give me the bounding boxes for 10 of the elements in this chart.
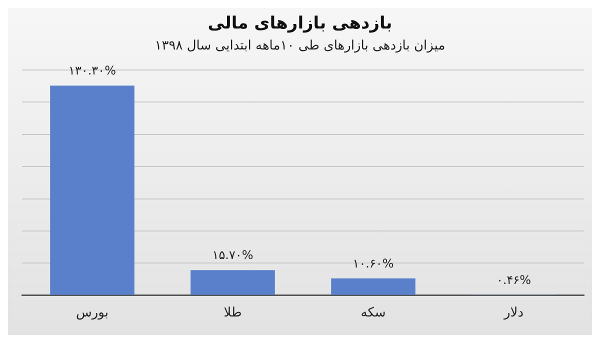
chart-subtitle: میزان بازدهی بازارهای طی ۱۰ماهه ابتدایی سال ۱۳۹۸ <box>154 38 446 54</box>
x-tick-label: بورس <box>76 306 108 321</box>
data-label: ۰.۴۶% <box>496 272 532 287</box>
x-tick-label: طلا <box>224 306 242 321</box>
chart-title: بازدهی بازارهای مالی <box>208 14 392 34</box>
data-label: ۱۰.۶۰% <box>352 256 394 270</box>
x-tick-label: سکه <box>360 306 386 321</box>
data-label: ۱۵.۷۰% <box>212 248 254 262</box>
data-label: ۱۳۰.۳۰% <box>68 64 116 78</box>
x-tick-label: دلار <box>503 306 524 321</box>
